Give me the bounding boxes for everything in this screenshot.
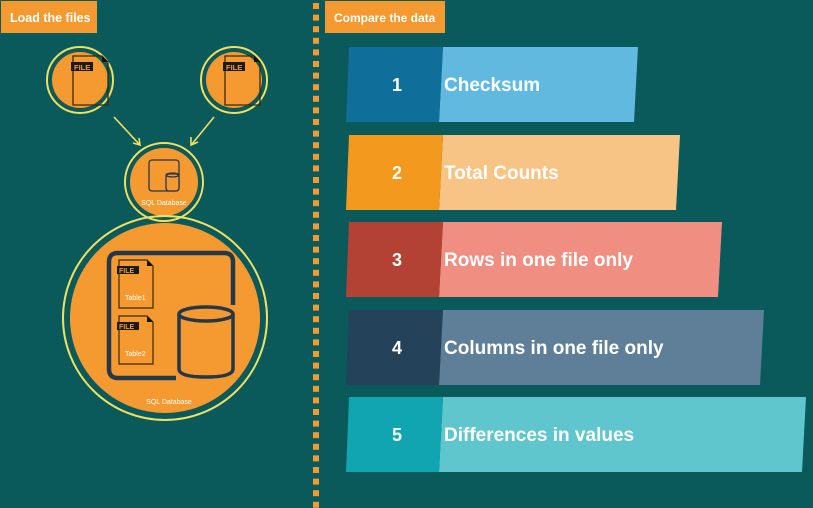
divider-dot — [313, 223, 319, 230]
divider-dot — [313, 72, 319, 79]
step-label-bar — [439, 397, 806, 472]
divider-dot — [313, 61, 319, 67]
divider-dot — [313, 351, 319, 357]
step-label-bar — [439, 222, 722, 297]
divider-dot — [313, 107, 319, 114]
compare-data-header — [325, 1, 445, 33]
step-number: 1 — [392, 75, 402, 95]
divider-dot — [313, 200, 319, 207]
divider-dot — [313, 409, 319, 415]
step-item: 4 Columns in one file only — [346, 310, 764, 385]
file-icon: FILE — [71, 55, 109, 106]
divider-dot — [313, 14, 319, 21]
database-icon — [177, 305, 235, 379]
svg-text:FILE: FILE — [119, 324, 134, 331]
divider-dot — [313, 3, 319, 9]
step-label-bar — [439, 310, 764, 385]
divider-dot — [313, 119, 319, 125]
step-label: Total Counts — [444, 163, 559, 184]
divider-dot — [313, 490, 319, 497]
step-item: 3 Rows in one file only — [346, 222, 722, 297]
step-number: 2 — [392, 163, 402, 183]
file-icon: FILE Table2 — [117, 315, 154, 365]
divider-dot — [313, 501, 319, 508]
divider-dot — [313, 362, 319, 369]
divider-dot — [313, 269, 319, 276]
divider-dot — [313, 316, 319, 323]
sql-database-label: SQL Database — [141, 200, 187, 207]
step-label: Checksum — [444, 75, 540, 96]
divider-dot — [313, 304, 319, 311]
divider-dot — [313, 385, 319, 392]
divider-dot — [313, 188, 319, 195]
step-item: 2 Total Counts — [346, 135, 680, 210]
file-circle-1: FILE — [46, 46, 114, 114]
divider-dot — [313, 467, 319, 473]
step-label: Columns in one file only — [444, 338, 664, 359]
divider-dot — [313, 235, 319, 241]
table2-label: Table2 — [125, 351, 146, 358]
divider-dot — [313, 153, 319, 160]
divider-dot — [313, 95, 319, 102]
divider-dot — [313, 339, 319, 346]
svg-text:FILE: FILE — [226, 63, 242, 72]
divider-dot — [313, 397, 319, 404]
step-number-block — [346, 135, 443, 210]
step-number-block — [346, 222, 443, 297]
divider-dot — [313, 374, 319, 381]
file-icon: FILE Table1 — [117, 259, 154, 309]
divider-dot — [313, 37, 319, 44]
svg-text:FILE: FILE — [74, 63, 90, 72]
sql-database-small: SQL Database — [124, 142, 204, 222]
step-number: 3 — [392, 250, 402, 270]
step-number-block — [346, 397, 443, 472]
step-item: 5 Differences in values — [346, 397, 806, 472]
step-list: 1 Checksum 2 Total Counts 3 Rows in one file … — [346, 47, 806, 472]
step-number: 5 — [392, 425, 402, 445]
divider-dot — [313, 165, 319, 172]
step-label-bar — [439, 47, 638, 122]
divider-dot — [313, 211, 319, 218]
step-label-bar — [439, 135, 680, 210]
step-number-block — [346, 47, 443, 122]
divider-dot — [313, 420, 319, 427]
divider-dot — [313, 443, 319, 450]
compare-data-title: Compare the data — [334, 11, 436, 25]
divider-dot — [313, 26, 319, 33]
load-files-header — [1, 1, 97, 33]
divider-dot — [313, 281, 319, 288]
divider-dot — [313, 246, 319, 253]
step-number: 4 — [392, 338, 402, 358]
load-files-title: Load the files — [10, 11, 91, 25]
step-label: Differences in values — [444, 425, 634, 446]
sql-database-label: SQL Database — [146, 399, 192, 406]
divider-dot — [313, 258, 319, 265]
divider-dot — [313, 432, 319, 439]
divider-dot — [313, 478, 319, 485]
step-item: 1 Checksum — [346, 47, 638, 122]
sql-database-large: FILE Table1 FILE Table2 SQL Database — [62, 215, 268, 421]
divider-dot — [313, 142, 319, 149]
file-icon: FILE — [223, 55, 261, 106]
divider-dot — [313, 130, 319, 137]
step-number-block — [346, 310, 443, 385]
divider-dot — [313, 177, 319, 183]
divider-dot — [313, 49, 319, 56]
divider-dot — [313, 84, 319, 91]
file-circle-2: FILE — [200, 46, 268, 114]
svg-text:FILE: FILE — [119, 268, 134, 275]
table1-label: Table1 — [125, 295, 146, 302]
step-label: Rows in one file only — [444, 250, 633, 271]
arrow-icon — [113, 116, 215, 147]
divider-dot — [313, 327, 319, 334]
dotted-divider — [313, 3, 319, 508]
database-icon — [148, 159, 180, 192]
divider-dot — [313, 455, 319, 462]
divider-dot — [313, 293, 319, 299]
